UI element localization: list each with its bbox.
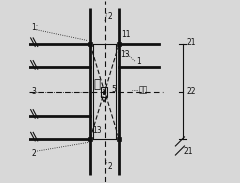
Text: 13: 13 [120,50,130,59]
Text: 13: 13 [92,126,102,135]
Bar [117,42,121,46]
Text: 21: 21 [184,147,193,156]
Bar [88,42,92,46]
Text: 21: 21 [187,38,196,47]
Text: 柱: 柱 [94,78,101,91]
Text: 2: 2 [107,162,112,171]
Text: 11: 11 [121,30,130,39]
Text: 2: 2 [31,149,36,158]
Text: 3: 3 [31,87,36,96]
Bar [117,137,121,141]
Text: 1:: 1: [31,23,38,32]
Text: 过渡: 过渡 [138,85,147,94]
Text: 1: 1 [136,57,141,66]
Bar [102,91,105,94]
Text: 22: 22 [187,87,196,96]
Bar [101,87,108,97]
Text: 5: 5 [112,85,117,94]
Text: 2: 2 [107,12,112,21]
Bar [88,137,92,141]
